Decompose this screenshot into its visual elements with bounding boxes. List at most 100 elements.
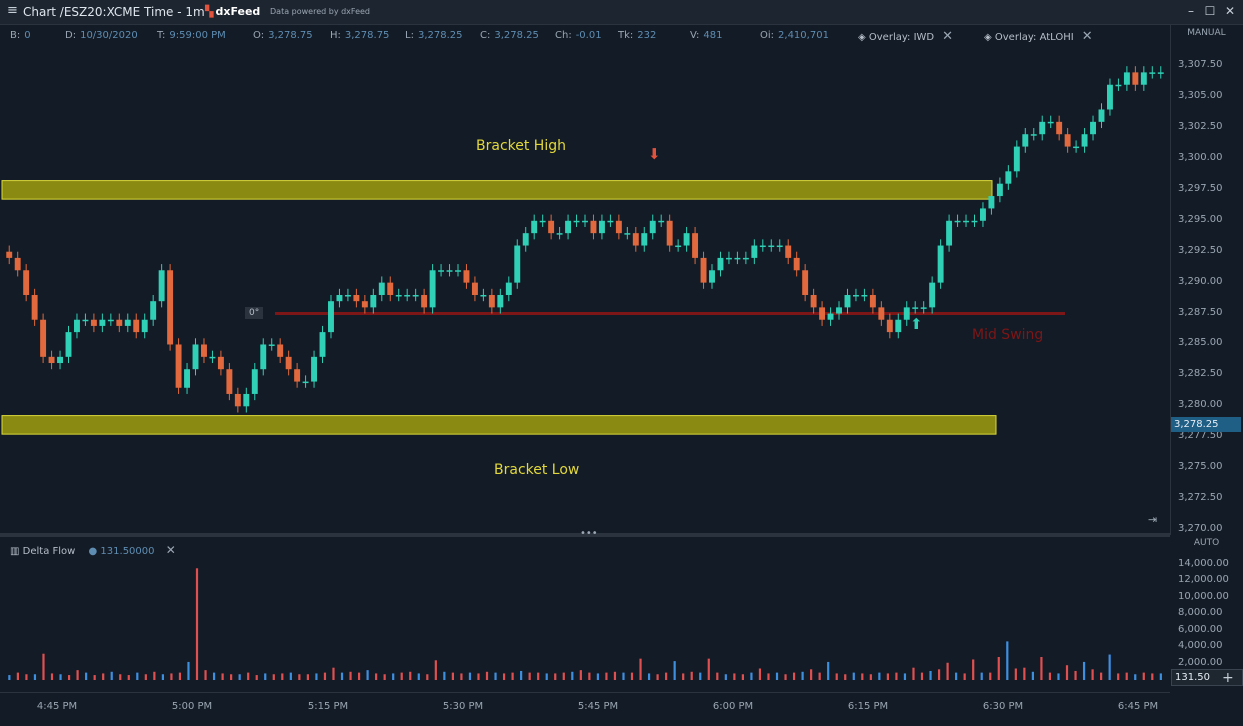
candle-body[interactable]: [167, 270, 174, 345]
candle-body[interactable]: [192, 344, 199, 370]
candle-body[interactable]: [810, 295, 817, 308]
candle-body[interactable]: [421, 295, 428, 308]
candle-body[interactable]: [370, 295, 377, 308]
candle-body[interactable]: [217, 356, 224, 370]
candle-body[interactable]: [1073, 146, 1080, 149]
candle-body[interactable]: [844, 295, 851, 308]
candle-body[interactable]: [641, 233, 648, 246]
time-axis[interactable]: 4:45 PM 5:00 PM 5:15 PM 5:30 PM 5:45 PM 6:00 …: [0, 692, 1170, 726]
candle-body[interactable]: [1098, 109, 1105, 122]
candle-body[interactable]: [692, 233, 699, 258]
candle-body[interactable]: [996, 183, 1003, 197]
candle-body[interactable]: [895, 319, 902, 333]
candle-body[interactable]: [1115, 84, 1122, 87]
candle-body[interactable]: [1107, 84, 1113, 110]
candle-body[interactable]: [260, 344, 267, 370]
candle-body[interactable]: [1081, 134, 1088, 147]
candle-body[interactable]: [74, 319, 80, 333]
candle-body[interactable]: [649, 220, 656, 234]
candle-body[interactable]: [446, 270, 453, 272]
candle-body[interactable]: [903, 307, 910, 320]
overlay-iwd[interactable]: ◈ Overlay: IWD ✕: [858, 29, 953, 44]
candle-body[interactable]: [107, 319, 114, 322]
candle-body[interactable]: [954, 220, 961, 223]
candle-body[interactable]: [48, 356, 55, 364]
pane-divider[interactable]: •••: [0, 528, 1170, 539]
candle-body[interactable]: [1123, 72, 1130, 85]
candle-body[interactable]: [717, 257, 724, 271]
candle-body[interactable]: [124, 319, 131, 326]
candle-body[interactable]: [488, 295, 495, 308]
candle-body[interactable]: [505, 282, 512, 295]
candle-body[interactable]: [658, 220, 665, 223]
candle-body[interactable]: [82, 319, 89, 322]
candle-body[interactable]: [768, 245, 775, 248]
candle-body[interactable]: [861, 295, 868, 297]
candle-body[interactable]: [598, 220, 605, 234]
candle-body[interactable]: [353, 295, 360, 302]
candle-body[interactable]: [582, 220, 588, 223]
candle-body[interactable]: [683, 233, 690, 246]
candle-body[interactable]: [1030, 134, 1037, 136]
candle-body[interactable]: [785, 245, 792, 258]
candle-body[interactable]: [175, 344, 182, 388]
candle-body[interactable]: [133, 319, 140, 333]
candle-body[interactable]: [759, 245, 766, 248]
candle-body[interactable]: [40, 319, 47, 357]
candle-body[interactable]: [14, 257, 21, 271]
scroll-to-end-icon[interactable]: ⇥: [1148, 513, 1158, 526]
zero-angle-tag[interactable]: 0°: [245, 307, 264, 319]
candle-body[interactable]: [336, 295, 343, 302]
overlay-atlohi[interactable]: ◈ Overlay: AtLOHI ✕: [984, 29, 1093, 44]
indicator-close-icon[interactable]: ✕: [165, 543, 176, 557]
candle-body[interactable]: [99, 319, 106, 326]
candle-body[interactable]: [556, 233, 563, 235]
candle-body[interactable]: [285, 356, 292, 370]
candle-body[interactable]: [65, 332, 72, 357]
candle-body[interactable]: [1157, 72, 1164, 74]
candle-body[interactable]: [243, 393, 250, 407]
candle-body[interactable]: [886, 319, 893, 333]
candle-body[interactable]: [404, 295, 411, 297]
candle-body[interactable]: [328, 301, 334, 333]
drag-handle-icon[interactable]: •••: [580, 528, 598, 539]
candle-body[interactable]: [819, 307, 826, 320]
candle-body[interactable]: [378, 282, 385, 295]
candle-body[interactable]: [1090, 121, 1096, 135]
candle-body[interactable]: [1047, 121, 1054, 124]
candle-body[interactable]: [971, 220, 978, 223]
candle-body[interactable]: [184, 369, 191, 388]
candle-body[interactable]: [480, 295, 487, 297]
candle-body[interactable]: [675, 245, 682, 248]
close-icon[interactable]: ✕: [1224, 4, 1236, 18]
candle-body[interactable]: [700, 257, 707, 283]
candle-body[interactable]: [852, 295, 859, 297]
candle-body[interactable]: [31, 295, 38, 320]
candle-body[interactable]: [158, 270, 165, 302]
candle-body[interactable]: [869, 295, 876, 308]
candle-body[interactable]: [57, 356, 63, 364]
candle-body[interactable]: [361, 301, 368, 308]
candle-body[interactable]: [1149, 72, 1156, 74]
overlay-iwd-close-icon[interactable]: ✕: [942, 29, 954, 44]
bracket-low-zone[interactable]: [1, 415, 997, 435]
candle-body[interactable]: [387, 282, 394, 295]
candle-body[interactable]: [742, 257, 749, 260]
candle-body[interactable]: [1056, 121, 1063, 135]
bracket-high-zone[interactable]: [1, 180, 993, 200]
candle-body[interactable]: [471, 282, 478, 295]
candle-body[interactable]: [1039, 121, 1046, 135]
candle-body[interactable]: [920, 307, 927, 309]
candle-body[interactable]: [912, 307, 919, 309]
candle-body[interactable]: [1022, 134, 1029, 147]
candle-body[interactable]: [412, 295, 419, 297]
candle-body[interactable]: [251, 369, 258, 394]
candle-body[interactable]: [531, 220, 538, 234]
candle-body[interactable]: [725, 257, 732, 260]
candle-body[interactable]: [514, 245, 521, 283]
candle-body[interactable]: [751, 245, 758, 258]
candle-body[interactable]: [776, 245, 783, 248]
candle-body[interactable]: [302, 381, 309, 384]
candle-body[interactable]: [141, 319, 148, 333]
candle-body[interactable]: [666, 220, 673, 246]
